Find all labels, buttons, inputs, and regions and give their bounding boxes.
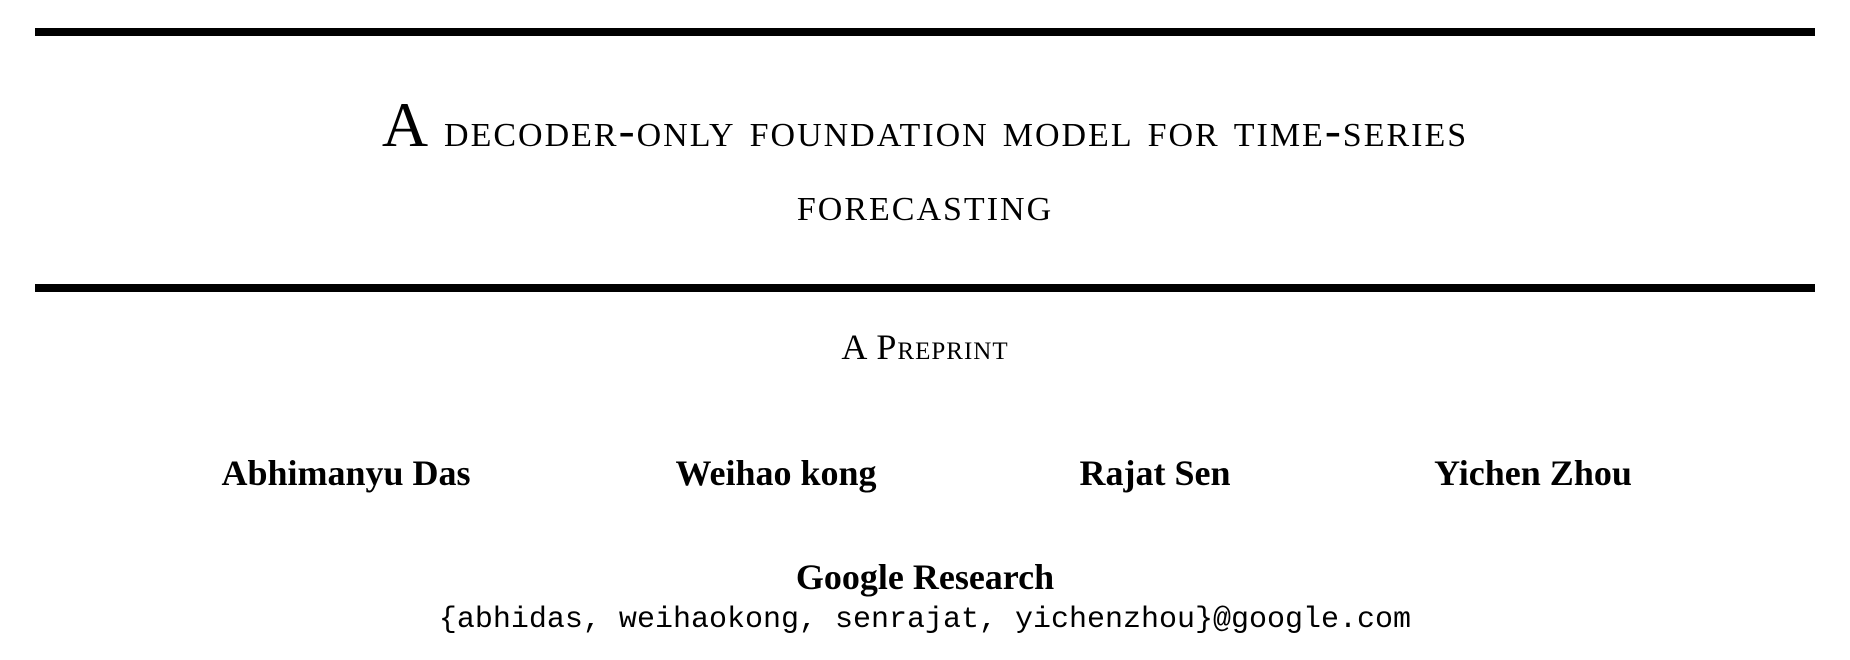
- title-bottom-rule: [35, 284, 1815, 292]
- author-name: Rajat Sen: [1079, 453, 1231, 493]
- author-emails: {abhidas, weihaokong, senrajat, yichenzh…: [438, 603, 1412, 637]
- paper-title: A decoder-only foundation model for time…: [35, 88, 1815, 242]
- title-top-rule: [35, 28, 1815, 36]
- paper-title-initial: A: [381, 89, 431, 160]
- paper-title-line-1-rest: decoder-only foundation model for time-s…: [430, 104, 1469, 157]
- paper-title-line-1: A decoder-only foundation model for time…: [35, 88, 1815, 168]
- author-name: Yichen Zhou: [1434, 453, 1632, 493]
- author-name: Weihao kong: [675, 453, 877, 493]
- affiliation: Google Research: [795, 557, 1055, 597]
- author-name: Abhimanyu Das: [221, 453, 471, 493]
- author-list: Abhimanyu Das Weihao kong Rajat Sen Yich…: [0, 448, 1850, 498]
- preprint-label: A Preprint: [841, 327, 1009, 367]
- paper-title-line-2: forecasting: [796, 178, 1054, 231]
